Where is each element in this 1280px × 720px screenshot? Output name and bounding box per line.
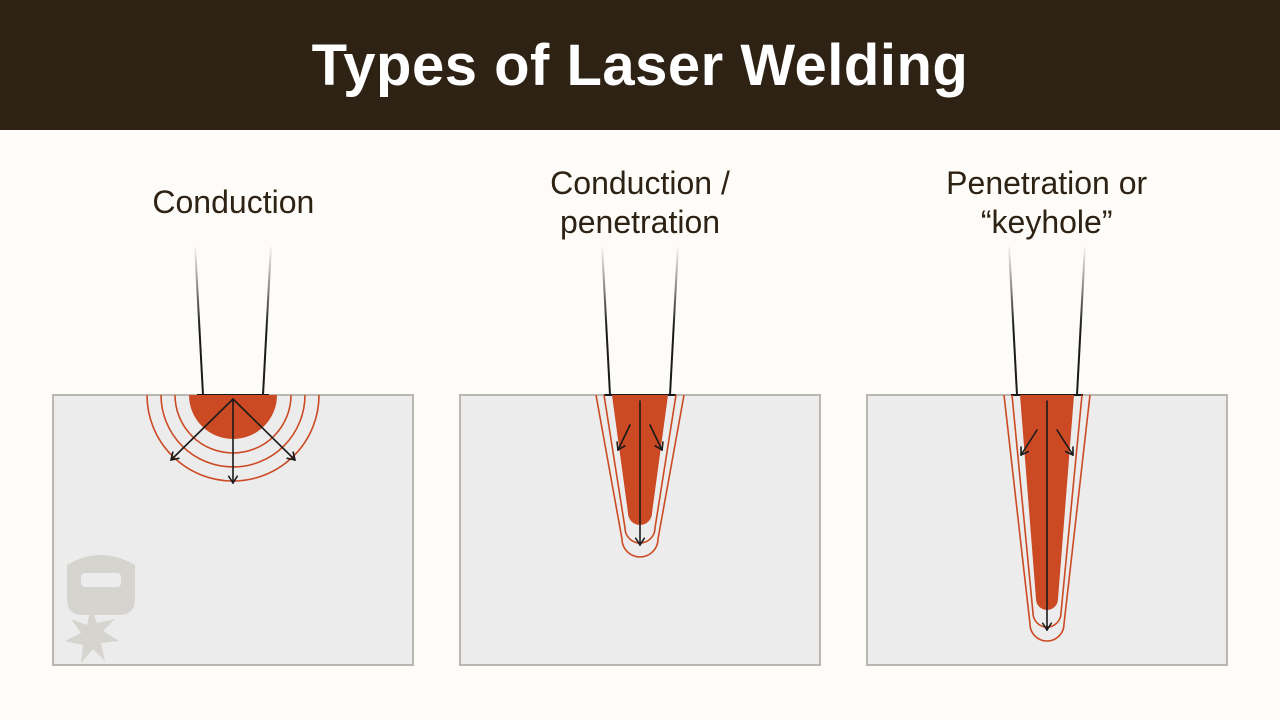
panel-keyhole: Penetration or “keyhole” xyxy=(853,160,1240,671)
panels-row: Conduction Conduction / penetration Pene… xyxy=(0,130,1280,671)
diagram-conduction-penetration xyxy=(447,245,834,671)
panel-label: Penetration or “keyhole” xyxy=(946,160,1147,245)
panel-label: Conduction xyxy=(152,160,314,245)
title: Types of Laser Welding xyxy=(312,32,969,99)
diagram-keyhole xyxy=(853,245,1240,671)
panel-conduction-penetration: Conduction / penetration xyxy=(447,160,834,671)
panel-conduction: Conduction xyxy=(40,160,427,671)
diagram-conduction xyxy=(40,245,427,671)
panel-label: Conduction / penetration xyxy=(550,160,730,245)
header: Types of Laser Welding xyxy=(0,0,1280,130)
